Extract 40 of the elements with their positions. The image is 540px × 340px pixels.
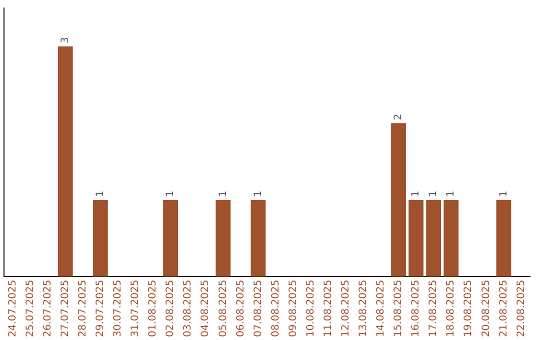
x-tick-label: 28.07.2025: [77, 280, 88, 338]
x-tick-label: 22.08.2025: [516, 280, 527, 338]
x-tick-label: 12.08.2025: [340, 280, 352, 338]
x-tick-label: 11.08.2025: [322, 280, 334, 338]
x-tick-label: 02.08.2025: [165, 280, 176, 338]
x-tick-label: 01.08.2025: [148, 280, 159, 338]
data-label: 1: [95, 190, 106, 197]
data-label: 1: [252, 190, 264, 197]
x-tick-label: 21.08.2025: [498, 280, 510, 338]
x-tick-label: 07.08.2025: [252, 280, 264, 338]
data-label: 1: [165, 190, 176, 197]
data-label: 1: [218, 190, 229, 197]
x-tick-label: 29.07.2025: [95, 280, 106, 338]
x-tick-label: 19.08.2025: [463, 280, 474, 338]
x-tick-label: 30.07.2025: [112, 280, 124, 338]
x-tick-label: 13.08.2025: [358, 280, 370, 338]
x-tick-label: 09.08.2025: [288, 280, 299, 338]
x-tick-label: 26.07.2025: [42, 280, 54, 338]
x-tick-label: 14.08.2025: [376, 280, 387, 338]
x-tick-label: 25.07.2025: [24, 280, 36, 338]
data-label: 1: [498, 190, 510, 197]
x-tick-label: 27.07.2025: [60, 280, 71, 338]
x-tick-label: 20.08.2025: [480, 280, 492, 338]
data-label: 3: [60, 37, 71, 44]
data-label: 2: [393, 114, 404, 120]
data-label: 1: [410, 190, 422, 197]
data-label: 1: [428, 190, 440, 197]
x-tick-label: 16.08.2025: [410, 280, 422, 338]
x-tick-label: 31.07.2025: [130, 280, 142, 338]
x-tick-label: 24.07.2025: [7, 280, 18, 338]
x-tick-label: 05.08.2025: [218, 280, 229, 338]
x-tick-label: 17.08.2025: [428, 280, 440, 338]
x-tick-label: 04.08.2025: [200, 280, 212, 338]
x-tick-label: 03.08.2025: [182, 280, 194, 338]
x-tick-label: 06.08.2025: [235, 280, 246, 338]
x-tick-label: 10.08.2025: [305, 280, 316, 338]
x-tick-label: 18.08.2025: [446, 280, 457, 338]
x-tick-label: 15.08.2025: [393, 280, 404, 338]
data-label: 1: [446, 190, 457, 197]
x-tick-label: 08.08.2025: [270, 280, 282, 338]
